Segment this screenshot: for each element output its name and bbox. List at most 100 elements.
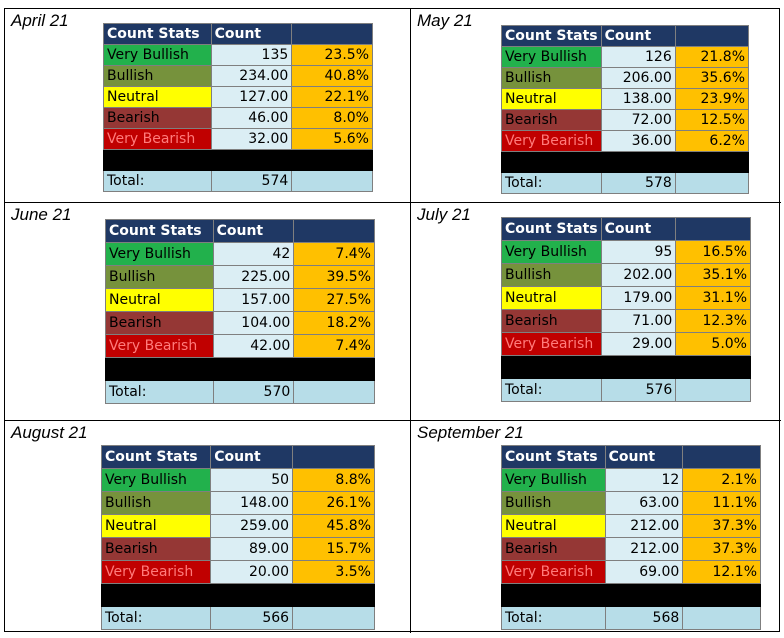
- stats-table: Count Stats Count Very Bullish 50 8.8% Bullis…: [100, 445, 375, 630]
- separator-row: [501, 151, 750, 173]
- row-bullish: Bullish 63.00 11.1%: [501, 491, 761, 515]
- category-label: Very Bullish: [100, 468, 212, 492]
- row-neutral: Neutral 157.00 27.5%: [105, 288, 375, 312]
- count-cell: 225.00: [212, 265, 295, 289]
- category-label: Neutral: [501, 514, 606, 538]
- count-cell: 127.00: [210, 86, 293, 108]
- stats-table: Count Stats Count Very Bullish 42 7.4% Bullis…: [105, 219, 375, 404]
- count-cell: 157.00: [212, 288, 295, 312]
- panel-title: May 21: [417, 11, 473, 30]
- panel-june: June 21 Count Stats Count Very Bullish 42 7.…: [5, 203, 411, 421]
- row-neutral: Neutral 259.00 45.8%: [100, 514, 375, 538]
- panel-july: July 21 Count Stats Count Very Bullish 95 16…: [411, 203, 781, 421]
- header-count: Count: [600, 217, 677, 241]
- count-cell: 69.00: [604, 560, 684, 584]
- percent-cell: 39.5%: [293, 265, 375, 289]
- category-label: Bearish: [501, 309, 602, 333]
- category-label: Neutral: [501, 88, 602, 110]
- percent-cell: 35.1%: [675, 263, 751, 287]
- panel-april: April 21 Count Stats Count Very Bullish 135…: [5, 9, 411, 203]
- category-label: Bullish: [501, 263, 602, 287]
- category-label: Bullish: [105, 265, 214, 289]
- percent-cell: 37.3%: [682, 537, 761, 561]
- row-very-bullish: Very Bullish 12 2.1%: [501, 468, 761, 492]
- count-cell: 206.00: [600, 67, 676, 89]
- category-label: Very Bearish: [501, 130, 602, 152]
- header-row: Count Stats Count: [105, 219, 375, 243]
- category-label: Neutral: [100, 514, 212, 538]
- header-percent: [292, 445, 375, 469]
- header-count-stats: Count Stats: [501, 217, 602, 241]
- header-count-stats: Count Stats: [105, 219, 214, 243]
- percent-cell: 7.4%: [293, 242, 375, 266]
- header-percent: [675, 217, 751, 241]
- header-count: Count: [600, 25, 676, 47]
- category-label: Neutral: [103, 86, 212, 108]
- separator-row: [501, 355, 751, 379]
- count-cell: 20.00: [210, 560, 294, 584]
- count-cell: 234.00: [210, 65, 293, 87]
- category-label: Bullish: [501, 491, 606, 515]
- percent-cell: 23.9%: [674, 88, 750, 110]
- row-very-bearish: Very Bearish 36.00 6.2%: [501, 130, 750, 152]
- separator-row: [100, 583, 375, 607]
- count-cell: 212.00: [604, 514, 684, 538]
- percent-cell: 16.5%: [675, 240, 751, 264]
- category-label: Very Bullish: [105, 242, 214, 266]
- row-bullish: Bullish 225.00 39.5%: [105, 265, 375, 289]
- header-row: Count Stats Count: [501, 445, 761, 469]
- row-neutral: Neutral 138.00 23.9%: [501, 88, 750, 110]
- stats-table: Count Stats Count Very Bullish 95 16.5% Bulli…: [501, 217, 751, 402]
- header-count: Count: [212, 219, 295, 243]
- row-very-bullish: Very Bullish 95 16.5%: [501, 240, 751, 264]
- percent-cell: 12.5%: [674, 109, 750, 131]
- category-label: Bearish: [103, 107, 212, 129]
- total-row: Total: 568: [501, 606, 761, 630]
- panel-title: June 21: [11, 205, 72, 224]
- row-bearish: Bearish 89.00 15.7%: [100, 537, 375, 561]
- monthly-stats-grid: April 21 Count Stats Count Very Bullish 135…: [4, 8, 781, 633]
- row-bullish: Bullish 202.00 35.1%: [501, 263, 751, 287]
- count-cell: 104.00: [212, 311, 295, 335]
- percent-cell: 5.6%: [291, 128, 373, 150]
- category-label: Bearish: [100, 537, 212, 561]
- category-label: Bearish: [501, 537, 606, 561]
- total-label: Total:: [501, 378, 602, 402]
- row-bullish: Bullish 206.00 35.6%: [501, 67, 750, 89]
- header-percent: [293, 219, 375, 243]
- total-value: 576: [600, 378, 677, 402]
- percent-cell: 37.3%: [682, 514, 761, 538]
- panel-september: September 21 Count Stats Count Very Bullis…: [411, 421, 781, 633]
- row-very-bearish: Very Bearish 32.00 5.6%: [103, 128, 373, 150]
- count-cell: 42: [212, 242, 295, 266]
- total-label: Total:: [103, 170, 212, 192]
- total-value: 574: [210, 170, 293, 192]
- category-label: Neutral: [501, 286, 602, 310]
- category-label: Bullish: [100, 491, 212, 515]
- count-cell: 148.00: [210, 491, 294, 515]
- total-row: Total: 576: [501, 378, 751, 402]
- row-bearish: Bearish 71.00 12.3%: [501, 309, 751, 333]
- panel-august: August 21 Count Stats Count Very Bullish 50…: [5, 421, 411, 633]
- total-value: 570: [212, 380, 295, 404]
- count-cell: 50: [210, 468, 294, 492]
- percent-cell: 23.5%: [291, 44, 373, 66]
- header-percent: [682, 445, 761, 469]
- percent-cell: 31.1%: [675, 286, 751, 310]
- row-neutral: Neutral 127.00 22.1%: [103, 86, 373, 108]
- category-label: Very Bullish: [501, 240, 602, 264]
- count-cell: 32.00: [210, 128, 293, 150]
- row-neutral: Neutral 179.00 31.1%: [501, 286, 751, 310]
- total-value: 568: [604, 606, 684, 630]
- percent-cell: 45.8%: [292, 514, 375, 538]
- row-very-bearish: Very Bearish 29.00 5.0%: [501, 332, 751, 356]
- row-very-bullish: Very Bullish 135 23.5%: [103, 44, 373, 66]
- count-cell: 212.00: [604, 537, 684, 561]
- count-cell: 72.00: [600, 109, 676, 131]
- percent-cell: 21.8%: [674, 46, 750, 68]
- row-very-bearish: Very Bearish 42.00 7.4%: [105, 334, 375, 358]
- category-label: Very Bullish: [103, 44, 212, 66]
- percent-cell: 12.3%: [675, 309, 751, 333]
- percent-cell: 22.1%: [291, 86, 373, 108]
- percent-cell: 8.0%: [291, 107, 373, 129]
